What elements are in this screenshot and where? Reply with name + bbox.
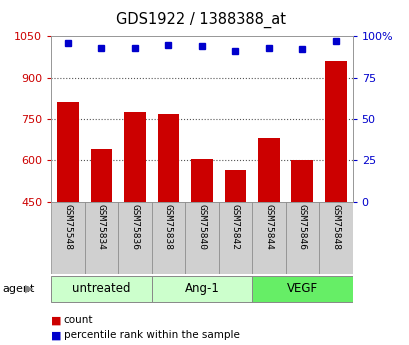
- Text: GSM75840: GSM75840: [197, 204, 206, 250]
- Text: Ang-1: Ang-1: [184, 283, 219, 295]
- Bar: [257, 138, 279, 202]
- Text: GSM75844: GSM75844: [264, 204, 273, 250]
- Text: GSM75848: GSM75848: [330, 204, 339, 250]
- Bar: [218, 202, 252, 274]
- Bar: [118, 202, 151, 274]
- Text: ■: ■: [51, 331, 62, 340]
- Bar: [224, 170, 246, 202]
- Text: GDS1922 / 1388388_at: GDS1922 / 1388388_at: [116, 12, 285, 28]
- Bar: [252, 276, 352, 302]
- Bar: [324, 61, 346, 202]
- Bar: [151, 202, 185, 274]
- Bar: [285, 202, 318, 274]
- Bar: [252, 202, 285, 274]
- Text: agent: agent: [2, 284, 34, 294]
- Text: GSM75836: GSM75836: [130, 204, 139, 250]
- Bar: [85, 202, 118, 274]
- Bar: [191, 159, 212, 202]
- Text: untreated: untreated: [72, 283, 130, 295]
- Bar: [151, 276, 252, 302]
- Bar: [90, 149, 112, 202]
- Bar: [51, 276, 151, 302]
- Text: GSM75834: GSM75834: [97, 204, 106, 250]
- Text: GSM75842: GSM75842: [230, 204, 239, 250]
- Text: ■: ■: [51, 315, 62, 325]
- Text: GSM75838: GSM75838: [164, 204, 173, 250]
- Bar: [318, 202, 352, 274]
- Bar: [124, 112, 146, 202]
- Text: VEGF: VEGF: [286, 283, 317, 295]
- Bar: [157, 114, 179, 202]
- Bar: [57, 102, 79, 202]
- Text: GSM75548: GSM75548: [63, 204, 72, 250]
- Bar: [185, 202, 218, 274]
- Bar: [51, 202, 85, 274]
- Text: GSM75846: GSM75846: [297, 204, 306, 250]
- Text: count: count: [63, 315, 93, 325]
- Bar: [291, 160, 312, 202]
- Text: ▶: ▶: [25, 284, 34, 294]
- Text: percentile rank within the sample: percentile rank within the sample: [63, 331, 239, 340]
